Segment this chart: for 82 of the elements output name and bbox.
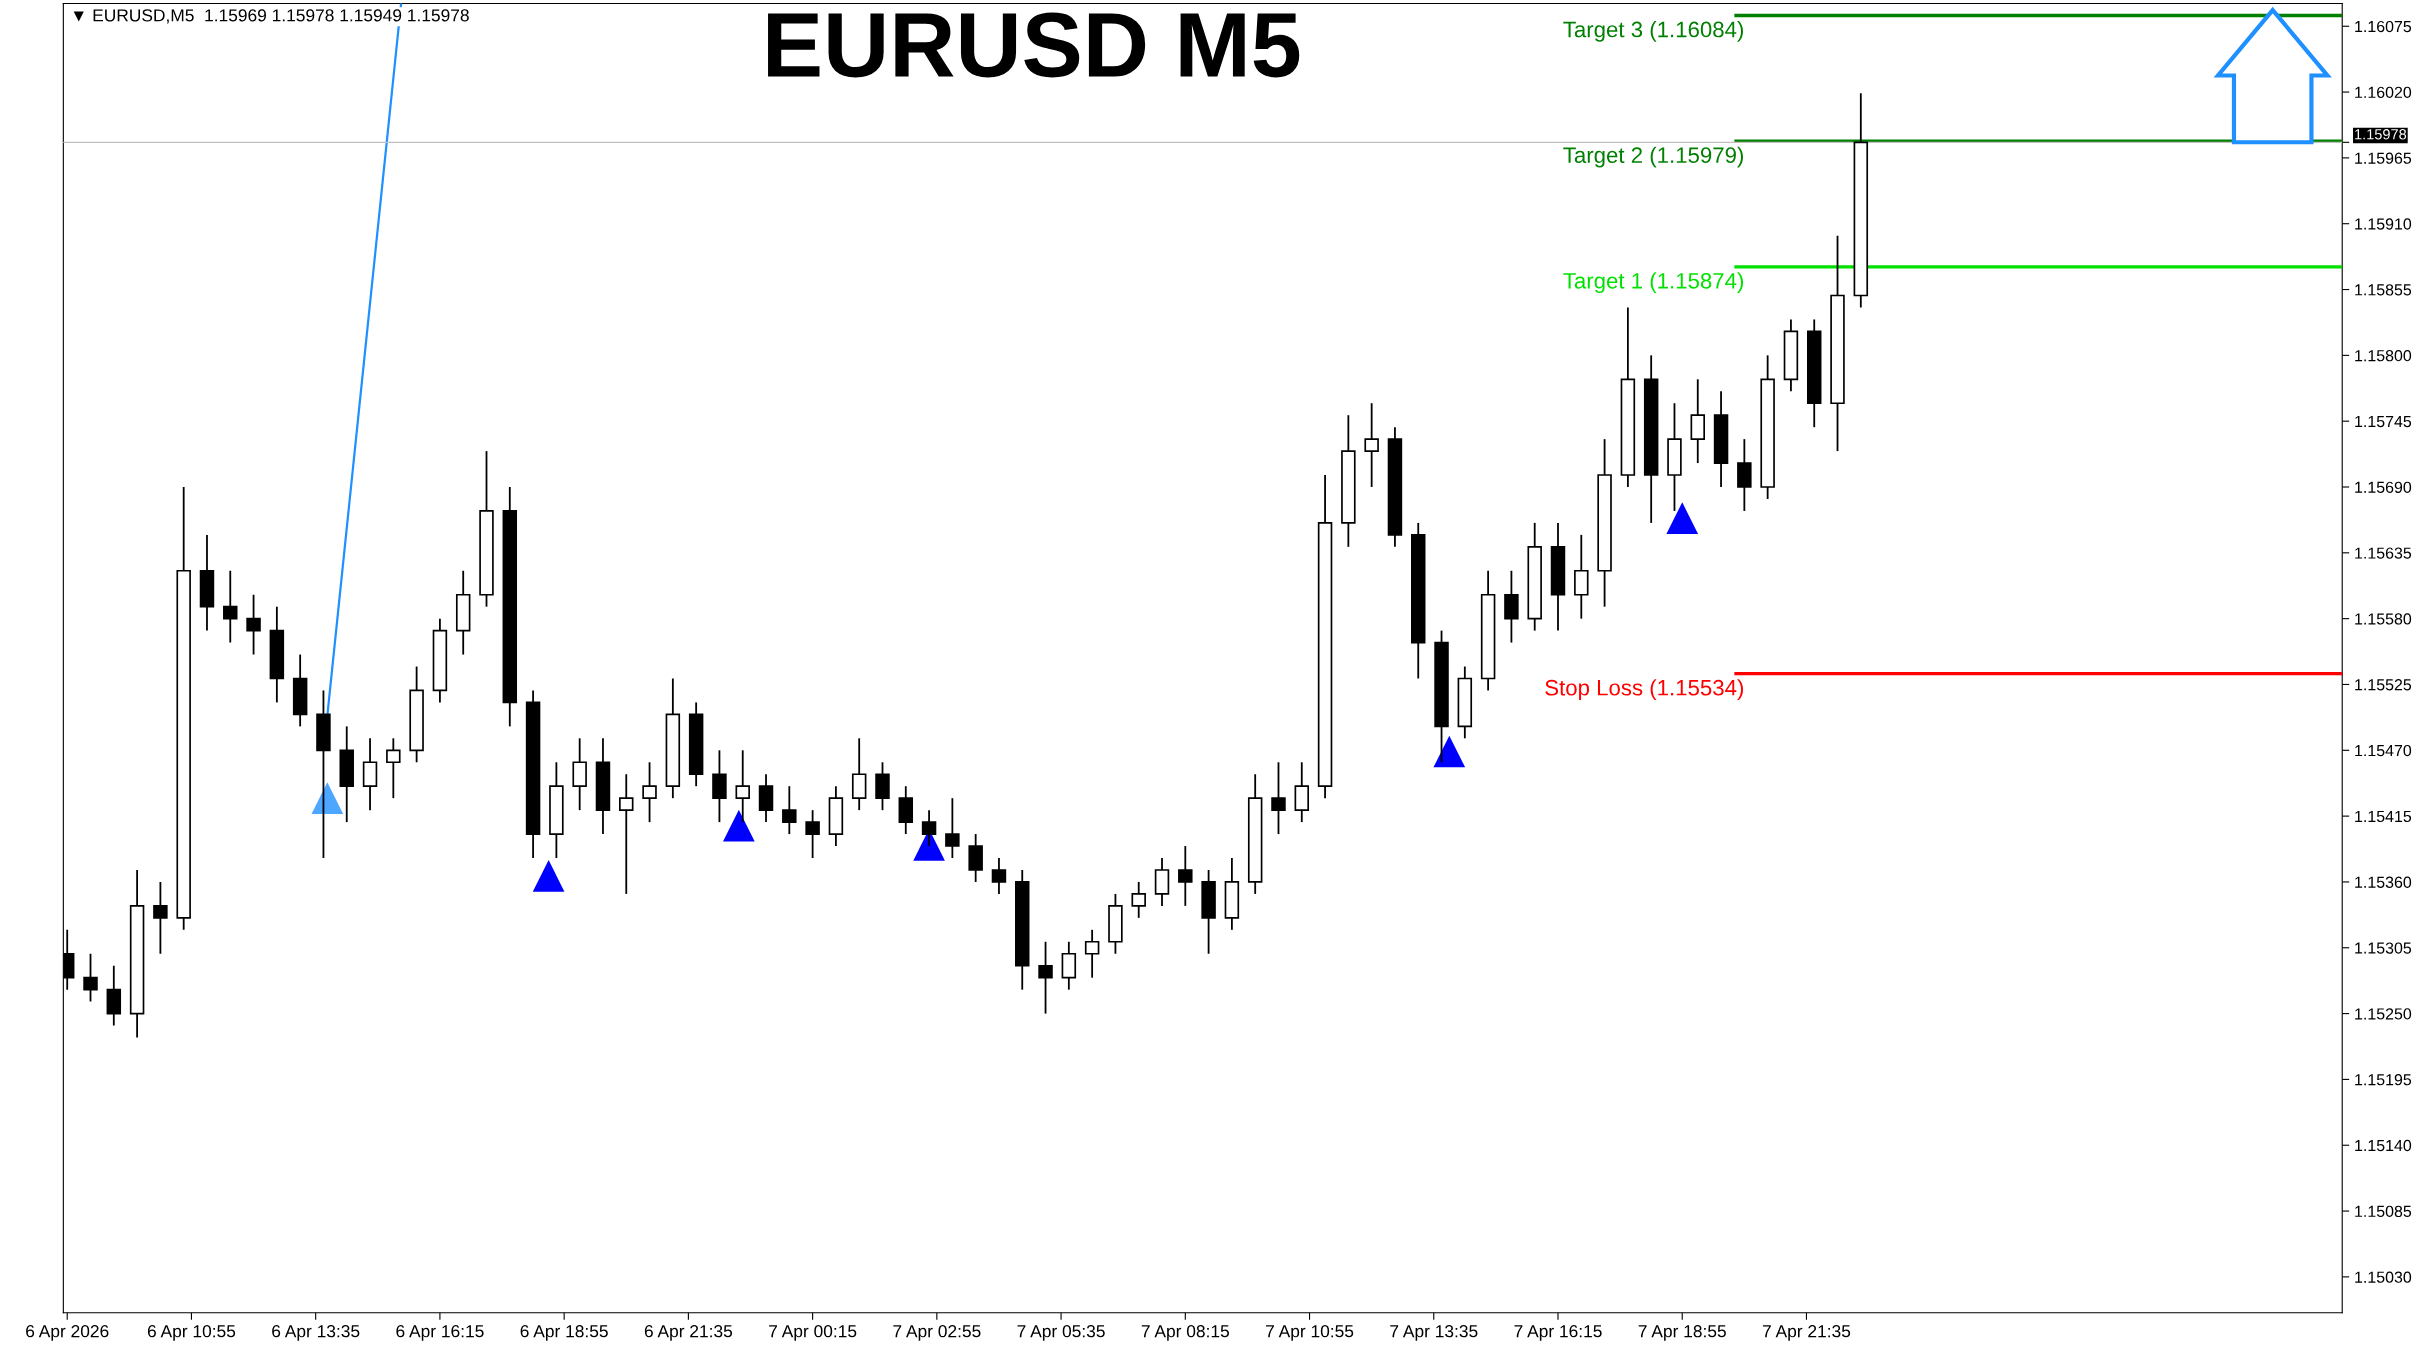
candlestick — [153, 881, 168, 955]
x-tick-label: 7 Apr 10:55 — [1266, 1325, 1354, 1341]
y-tick-label: 1.15580 — [2355, 613, 2412, 625]
candlestick — [991, 857, 1007, 895]
candlestick — [968, 833, 983, 883]
y-tick-label: 1.15470 — [2355, 744, 2412, 757]
candlestick — [223, 569, 238, 644]
candlestick — [1737, 438, 1752, 512]
annotation: ▼ EURUSD,M5 1.15969 1.15978 1.15949 1.15978 — [73, 9, 469, 24]
candlestick — [83, 952, 98, 1003]
candlestick — [1131, 881, 1146, 919]
x-tick-label: 6 Apr 10:55 — [147, 1325, 236, 1341]
candlestick — [1038, 940, 1053, 1015]
y-tick-label: 1.15195 — [2355, 1074, 2412, 1086]
ref-line-label: Target 2 (1.15979) — [1563, 146, 1744, 168]
candlestick — [642, 761, 657, 824]
candlestick — [572, 737, 587, 812]
y-tick-label: 1.16020 — [2355, 86, 2412, 99]
candlestick — [1504, 569, 1519, 644]
y-tick-label: 1.15085 — [2355, 1205, 2412, 1217]
candlestick — [362, 737, 378, 812]
x-tick-label: 7 Apr 00:15 — [769, 1325, 857, 1341]
candlestick — [898, 785, 914, 835]
candlestick — [1364, 402, 1379, 488]
candlestick — [805, 809, 820, 859]
candlestick — [758, 773, 774, 824]
y-tick-label: 1.15978 — [2355, 129, 2407, 140]
y-tick-label: 1.15525 — [2355, 679, 2412, 691]
y-tick-label: 1.15305 — [2355, 942, 2412, 954]
candlestick — [782, 785, 797, 835]
y-tick-label: 1.15635 — [2355, 547, 2412, 559]
candlestick — [1271, 761, 1286, 835]
ref-line-label: Target 3 (1.16084) — [1563, 21, 1744, 42]
x-tick-label: 7 Apr 16:15 — [1514, 1325, 1602, 1341]
y-tick-label: 1.15140 — [2355, 1139, 2412, 1152]
point — [1433, 735, 1466, 768]
candlestick — [1084, 928, 1100, 979]
x-tick-label: 7 Apr 13:35 — [1390, 1325, 1478, 1341]
candlestick — [1061, 940, 1077, 991]
y-tick-label: 1.15910 — [2355, 218, 2412, 230]
y-tick-label: 1.15800 — [2355, 349, 2412, 362]
x-tick-label: 6 Apr 21:35 — [644, 1325, 733, 1341]
point — [723, 809, 755, 842]
chart-title: EURUSD M5 — [768, 12, 1300, 78]
x-tick-label: 6 Apr 18:55 — [520, 1325, 608, 1341]
x-tick-label: 7 Apr 18:55 — [1638, 1325, 1726, 1341]
ref-line-label: Target 1 (1.15874) — [1563, 272, 1744, 294]
candlestick — [875, 761, 890, 812]
point — [1666, 502, 1699, 534]
candlestick — [735, 749, 750, 824]
candlestick — [1294, 761, 1310, 824]
y-tick-label: 1.15855 — [2355, 284, 2412, 296]
candlestick — [106, 964, 122, 1027]
candlestick — [1690, 378, 1706, 464]
y-tick-label: 1.15030 — [2355, 1271, 2412, 1283]
y-tick-label: 1.15745 — [2355, 415, 2412, 428]
candlestick — [712, 749, 727, 824]
y-tick-label: 1.15360 — [2355, 876, 2412, 888]
x-tick-label: 7 Apr 08:15 — [1141, 1325, 1229, 1341]
candlestick — [921, 809, 937, 847]
y-tick-label: 1.15415 — [2355, 810, 2412, 823]
x-tick-label: 6 Apr 16:15 — [396, 1325, 484, 1341]
x-tick-label: 6 Apr 2026 — [26, 1325, 109, 1341]
candlestick — [1574, 533, 1589, 620]
point — [311, 782, 344, 814]
ref-line-label: Stop Loss (1.15534) — [1545, 679, 1743, 700]
candlestick — [945, 797, 960, 859]
x-tick-label: 7 Apr 21:35 — [1762, 1325, 1851, 1341]
y-tick-label: 1.15690 — [2355, 481, 2412, 493]
candlestick — [386, 737, 401, 800]
point — [532, 860, 565, 892]
candlestick — [1178, 845, 1193, 907]
x-tick-label: 7 Apr 05:35 — [1017, 1325, 1105, 1341]
x-tick-label: 6 Apr 13:35 — [272, 1325, 360, 1341]
y-tick-label: 1.15250 — [2355, 1008, 2412, 1020]
candlestick — [246, 593, 261, 656]
candlestick — [851, 737, 867, 812]
y-tick-label: 1.15965 — [2355, 152, 2412, 164]
candlestick — [619, 773, 634, 895]
x-tick-label: 7 Apr 02:55 — [893, 1325, 981, 1341]
y-tick-label: 1.16075 — [2355, 20, 2412, 33]
candlestick — [1154, 857, 1170, 907]
